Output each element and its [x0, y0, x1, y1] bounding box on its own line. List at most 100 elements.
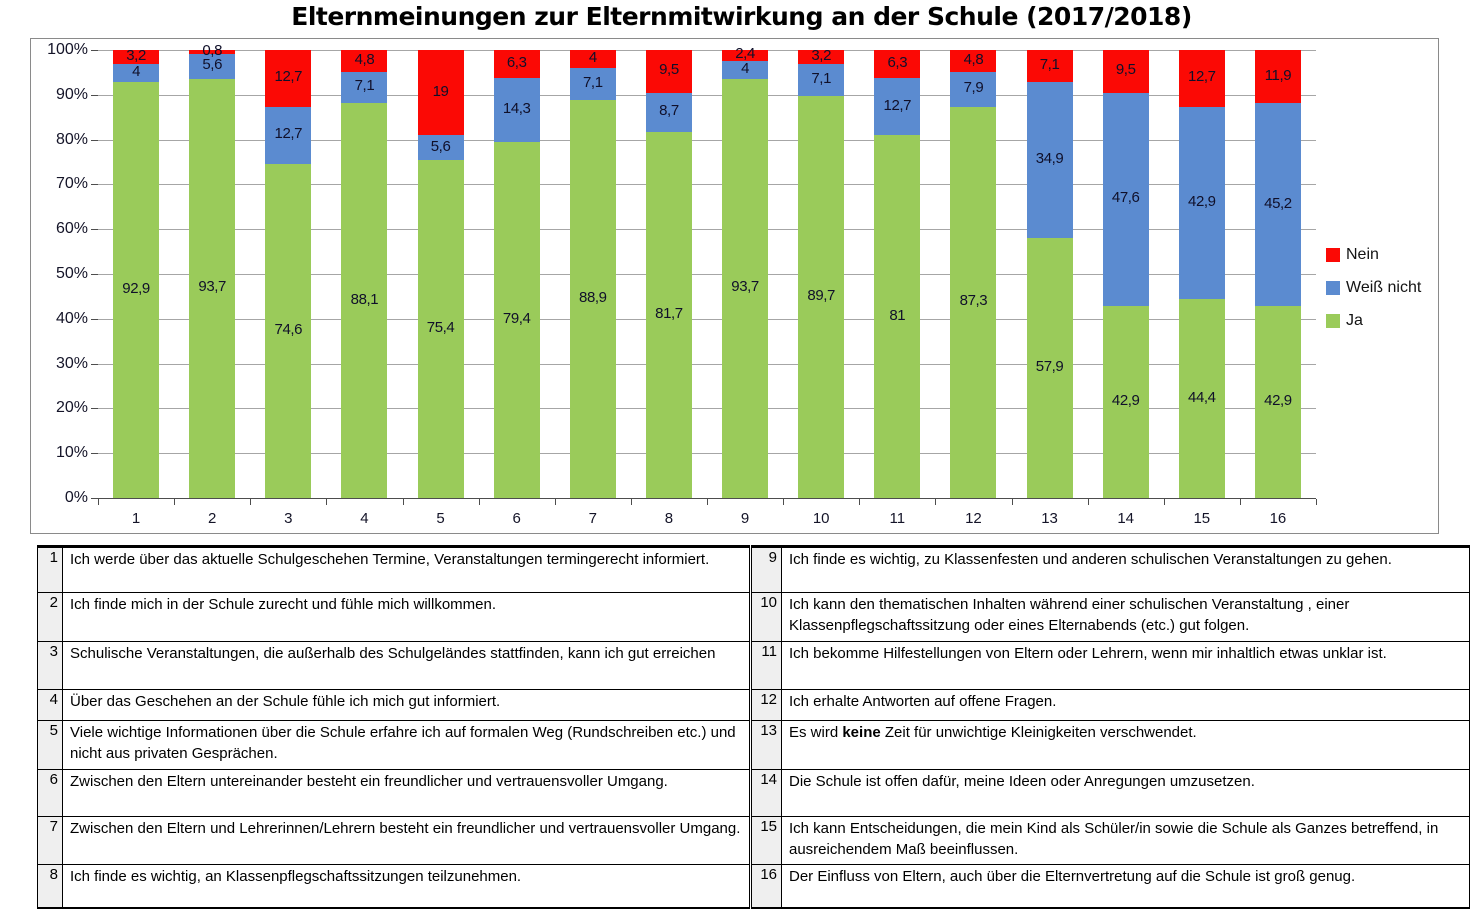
legend-item-nein: Nein [1326, 246, 1421, 264]
bar-segment-ja [798, 96, 845, 498]
bar-data-label: 0,8 [202, 41, 223, 59]
bar-data-label: 87,3 [959, 292, 988, 310]
gridline-80 [98, 139, 1316, 141]
table-row: 9 Ich finde es wichtig, zu Klassenfesten … [752, 548, 1469, 593]
bar-data-label: 88,1 [350, 290, 379, 308]
y-axis-label: 10% [55, 444, 88, 462]
bar-segment-ja [189, 78, 236, 498]
row-number-cell: 3 [38, 642, 63, 689]
bar-data-label: 2,4 [735, 45, 755, 63]
bar-data-label: 92,9 [122, 280, 150, 298]
x-axis-tick [554, 499, 556, 505]
bar-segment-wei-nicht [874, 78, 921, 136]
bar-segment-ja [950, 106, 997, 498]
gridline-30 [98, 363, 1316, 365]
x-axis-category-label: 15 [1193, 510, 1211, 527]
chart-box: Nein Weiß nicht Ja 0% 10% 20% 30% 40% 50% 60% 7… [30, 38, 1439, 534]
table-row: 14 Die Schule ist offen dafür, meine Idee… [752, 770, 1469, 817]
bar-segment-nein [417, 50, 464, 136]
row-statement-text: Ich bekomme Hilfestellungen von Eltern o… [782, 642, 1469, 689]
row-statement-text: Ich kann den thematischen Inhalten währe… [782, 593, 1469, 641]
x-axis-tick [250, 499, 252, 505]
legend-item-ja: Ja [1326, 312, 1421, 330]
y-axis-tick [91, 50, 98, 51]
x-axis-line [98, 498, 1316, 499]
row-number-cell: 11 [752, 642, 782, 689]
bar-segment-wei-nicht [569, 67, 616, 100]
bar-segment-nein [722, 50, 769, 61]
statement-bold-text: keine [842, 724, 881, 741]
row-number-cell: 13 [752, 721, 782, 769]
row-number-cell: 5 [38, 721, 63, 769]
bar-segment-wei-nicht [341, 71, 388, 104]
bar-data-label: 12,7 [1188, 68, 1216, 86]
statement-text: Ich werde über das aktuelle Schulgescheh… [70, 551, 710, 568]
row-statement-text: Zwischen den Eltern untereinander besteh… [63, 770, 749, 816]
bar-data-label: 7,1 [1039, 55, 1060, 73]
statement-text: Die Schule ist offen dafür, meine Ideen … [789, 773, 1255, 790]
bar-segment-wei-nicht [722, 60, 769, 79]
bar-data-label: 4 [132, 63, 141, 81]
statement-text: Zwischen den Eltern und Lehrerinnen/Lehr… [70, 820, 741, 837]
row-statement-text: Ich werde über das aktuelle Schulgescheh… [63, 548, 749, 592]
table-row: 6 Zwischen den Eltern untereinander beste… [38, 770, 749, 817]
bar-data-label: 12,7 [883, 96, 912, 114]
bar-data-label: 4,8 [354, 50, 375, 68]
x-axis-tick [402, 499, 404, 505]
row-statement-text: Zwischen den Eltern und Lehrerinnen/Lehr… [63, 817, 749, 864]
y-axis-tick [91, 184, 98, 186]
bar-segment-nein [874, 50, 921, 79]
table-row: 7 Zwischen den Eltern und Lehrerinnen/Leh… [38, 817, 749, 865]
y-axis-label: 40% [55, 309, 88, 327]
bar-segment-wei-nicht [1254, 103, 1301, 306]
statement-text: Schulische Veranstaltungen, die außerhal… [70, 645, 716, 662]
statement-text: Ich finde es wichtig, zu Klassenfesten u… [789, 551, 1392, 568]
row-statement-text: Ich erhalte Antworten auf offene Fragen. [782, 690, 1469, 720]
x-axis-tick [1316, 499, 1317, 505]
legend-item-weiss-nicht: Weiß nicht [1326, 279, 1421, 297]
chart-legend: Nein Weiß nicht Ja [1326, 246, 1421, 345]
y-axis-label: 100% [47, 41, 88, 58]
y-axis-tick [91, 139, 98, 141]
x-axis-category-label: 2 [208, 510, 217, 527]
statement-text: Ich kann den thematischen Inhalten währe… [789, 596, 1350, 634]
bar-segment-ja [113, 82, 160, 498]
bar-segment-wei-nicht [493, 78, 540, 143]
bar-segment-ja [417, 160, 464, 498]
bar-data-label: 6,3 [887, 54, 908, 72]
x-axis-category-label: 14 [1117, 510, 1135, 527]
row-statement-text: Ich finde es wichtig, an Klassenpflegsch… [63, 865, 749, 907]
y-axis-label: 50% [55, 265, 88, 282]
x-axis-tick [630, 499, 632, 505]
table-row: 5 Viele wichtige Informationen über die S… [38, 721, 749, 770]
statement-text: Ich finde mich in der Schule zurecht und… [70, 596, 497, 613]
x-axis-tick [98, 499, 99, 505]
y-axis-tick [91, 408, 98, 410]
bar-data-label: 47,6 [1111, 189, 1140, 207]
bar-segment-ja [265, 163, 312, 498]
row-statement-text: Schulische Veranstaltungen, die außerhal… [63, 642, 749, 689]
bar-data-label: 9,5 [659, 61, 679, 79]
gridline-10 [98, 453, 1316, 455]
bar-data-label: 19 [432, 82, 449, 100]
x-axis-tick [174, 499, 176, 505]
y-axis-tick [91, 453, 98, 455]
row-number-cell: 6 [38, 770, 63, 816]
gridline-60 [98, 229, 1316, 231]
x-axis-category-label: 4 [360, 510, 369, 527]
table-row: 2 Ich finde mich in der Schule zurecht un… [38, 593, 749, 642]
bar-data-label: 11,9 [1264, 66, 1292, 84]
row-number-cell: 2 [38, 593, 63, 641]
table-row: 15 Ich kann Entscheidungen, die mein Kind… [752, 817, 1469, 865]
statement-text: Viele wichtige Informationen über die Sc… [70, 724, 736, 762]
x-axis-category-label: 11 [889, 510, 906, 527]
bar-segment-ja [645, 131, 692, 498]
x-axis-tick [1239, 499, 1241, 505]
y-axis-label: 80% [55, 130, 88, 148]
bar-segment-nein [341, 50, 388, 72]
row-number-cell: 10 [752, 593, 782, 641]
bar-segment-nein [1178, 50, 1225, 107]
x-axis-tick [326, 499, 328, 505]
y-axis-tick [91, 229, 98, 231]
bar-segment-wei-nicht [1178, 106, 1225, 300]
